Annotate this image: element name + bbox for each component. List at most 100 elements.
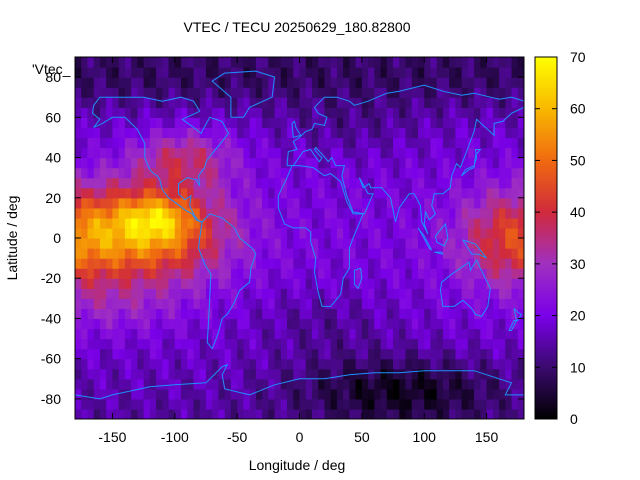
heatmap-cell [424, 197, 432, 209]
heatmap-cell [442, 147, 450, 159]
heatmap-cell [386, 358, 394, 370]
heatmap-cell [355, 248, 363, 259]
heatmap-cell [399, 398, 407, 410]
heatmap-cell [174, 217, 182, 229]
heatmap-cell [430, 388, 438, 400]
heatmap-cell [168, 348, 176, 360]
heatmap-cell [162, 328, 170, 340]
heatmap-cell [205, 117, 213, 128]
heatmap-cell [156, 167, 163, 179]
heatmap-cell [417, 348, 425, 360]
heatmap-cell [467, 308, 475, 320]
heatmap-cell [293, 318, 301, 330]
heatmap-cell [474, 137, 481, 149]
heatmap-cell [449, 388, 457, 400]
heatmap-cell [81, 227, 89, 239]
heatmap-cell [218, 408, 226, 419]
heatmap-cell [449, 298, 457, 309]
heatmap-cell [486, 177, 494, 189]
heatmap-cell [305, 77, 313, 88]
heatmap-cell [268, 398, 276, 410]
heatmap-cell [293, 298, 301, 309]
heatmap-cell [486, 77, 494, 88]
heatmap-cell [87, 398, 95, 410]
heatmap-cell [386, 207, 394, 219]
heatmap-cell [168, 157, 176, 169]
heatmap-cell [274, 137, 282, 149]
heatmap-cell [299, 318, 307, 330]
heatmap-cell [255, 258, 263, 269]
heatmap-cell [368, 408, 375, 419]
heatmap-cell [255, 268, 263, 279]
heatmap-cell [93, 358, 101, 370]
heatmap-cell [324, 278, 332, 289]
heatmap-cell [311, 187, 319, 199]
heatmap-cell [255, 87, 263, 98]
heatmap-cell [517, 197, 524, 209]
heatmap-cell [124, 227, 132, 239]
heatmap-cell [492, 398, 500, 410]
heatmap-cell [467, 117, 475, 128]
heatmap-cell [143, 368, 151, 380]
heatmap-cell [399, 147, 407, 159]
heatmap-cell [124, 298, 132, 309]
heatmap-cell [318, 378, 326, 390]
heatmap-cell [293, 197, 301, 209]
heatmap-cell [199, 368, 207, 380]
heatmap-cell [405, 57, 413, 68]
heatmap-cell [118, 97, 126, 108]
heatmap-cell [411, 97, 419, 108]
heatmap-cell [124, 137, 132, 149]
heatmap-cell [499, 197, 506, 209]
heatmap-cell [112, 358, 120, 370]
heatmap-cell [368, 217, 375, 229]
heatmap-cell [455, 167, 463, 179]
heatmap-cell [486, 318, 494, 330]
heatmap-cell [411, 107, 419, 118]
heatmap-cell [305, 398, 313, 410]
heatmap-cell [212, 348, 220, 360]
heatmap-cell [330, 67, 338, 78]
heatmap-cell [149, 147, 157, 159]
heatmap-cell [324, 197, 332, 209]
heatmap-cell [106, 97, 114, 108]
heatmap-cell [174, 77, 182, 88]
heatmap-cell [386, 107, 394, 118]
heatmap-cell [87, 258, 95, 269]
heatmap-cell [492, 278, 500, 289]
heatmap-cell [461, 388, 469, 400]
heatmap-cell [368, 308, 375, 320]
heatmap-cell [517, 248, 524, 259]
heatmap-cell [187, 268, 195, 279]
heatmap-cell [324, 177, 332, 189]
heatmap-cell [355, 127, 363, 139]
heatmap-cell [336, 328, 344, 340]
heatmap-cell [181, 87, 188, 98]
heatmap-cell [224, 348, 232, 360]
heatmap-cell [118, 147, 126, 159]
heatmap-cell [255, 77, 263, 88]
heatmap-cell [442, 167, 450, 179]
heatmap-cell [424, 127, 432, 139]
heatmap-cell [417, 197, 425, 209]
heatmap-cell [305, 238, 313, 249]
heatmap-cell [280, 408, 288, 419]
heatmap-cell [393, 147, 400, 159]
heatmap-cell [280, 288, 288, 299]
heatmap-cell [436, 107, 444, 118]
heatmap-cell [280, 147, 288, 159]
heatmap-cell [187, 87, 195, 98]
heatmap-cell [181, 147, 188, 159]
heatmap-cell [511, 157, 519, 169]
heatmap-cell [255, 177, 263, 189]
heatmap-cell [205, 57, 213, 68]
heatmap-cell [492, 238, 500, 249]
heatmap-cell [386, 338, 394, 350]
heatmap-cell [336, 157, 344, 169]
heatmap-cell [405, 217, 413, 229]
heatmap-cell [137, 298, 145, 309]
heatmap-cell [461, 187, 469, 199]
heatmap-cell [293, 358, 301, 370]
heatmap-cell [293, 258, 301, 269]
heatmap-cell [81, 238, 89, 249]
